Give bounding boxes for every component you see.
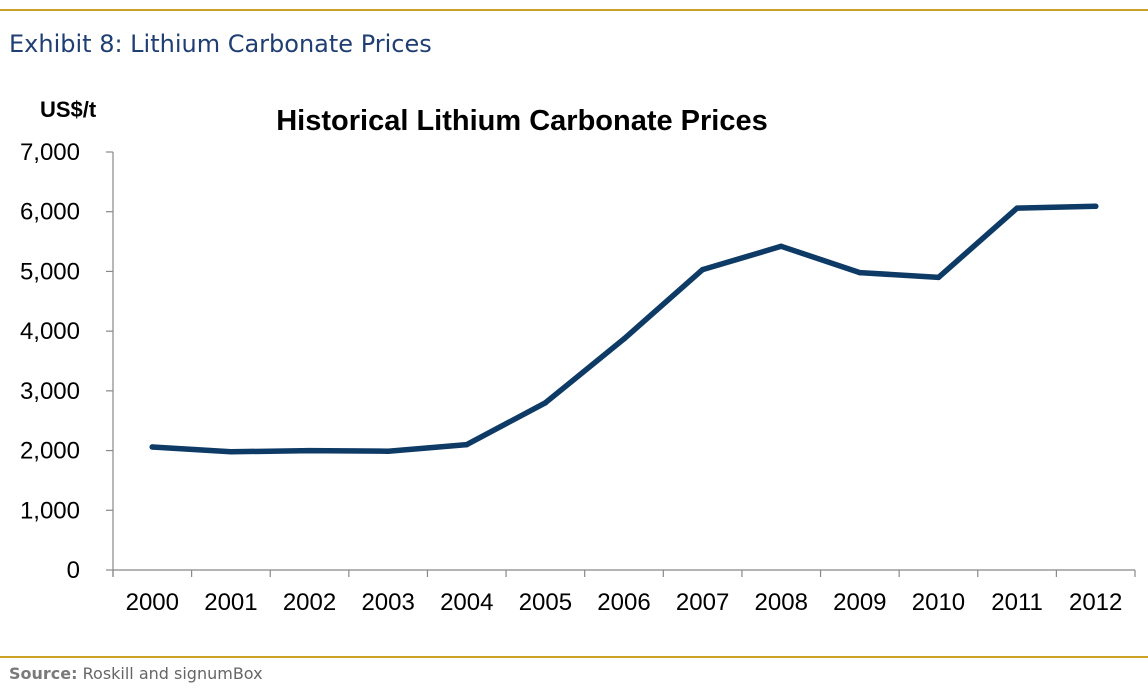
source-text: Roskill and signumBox	[82, 664, 263, 683]
data-point	[385, 448, 391, 454]
data-point	[149, 444, 156, 450]
data-point	[857, 269, 863, 276]
x-tick-label: 2008	[755, 589, 808, 616]
series-line	[149, 203, 1099, 455]
axes	[106, 151, 1136, 577]
x-tick-label: 2001	[204, 589, 257, 616]
x-tick-label: 2005	[519, 589, 572, 616]
y-axis-tick-labels: 0 1,000 2,000 3,000 4,000 5,000 6,000 7,000	[20, 139, 80, 584]
data-point	[935, 274, 942, 281]
y-tick-label: 1,000	[20, 497, 80, 524]
source-label: Source:	[9, 664, 78, 683]
data-point	[464, 441, 470, 448]
data-point	[306, 447, 313, 454]
x-tick-label: 2007	[676, 589, 729, 616]
source-note: Source: Roskill and signumBox	[9, 664, 263, 683]
data-point	[699, 266, 706, 273]
x-tick-label: 2004	[440, 589, 493, 616]
y-tick-label: 6,000	[20, 199, 80, 226]
data-point	[542, 400, 549, 406]
data-point	[778, 243, 784, 250]
y-tick-label: 2,000	[20, 438, 80, 465]
bottom-rule	[0, 656, 1148, 658]
x-tick-label: 2011	[991, 589, 1043, 616]
data-point	[1092, 203, 1099, 210]
data-point	[621, 336, 627, 342]
x-tick-label: 2000	[126, 589, 179, 616]
y-tick-label: 3,000	[20, 378, 80, 405]
y-axis-unit-label: US$/t	[40, 97, 97, 122]
exhibit-title: Exhibit 8: Lithium Carbonate Prices	[9, 30, 432, 58]
x-tick-label: 2009	[833, 589, 886, 616]
y-tick-label: 5,000	[20, 258, 80, 285]
y-tick-label: 4,000	[20, 318, 80, 345]
data-point	[1014, 205, 1020, 211]
top-rule	[0, 9, 1148, 11]
x-tick-label: 2010	[912, 589, 965, 616]
x-tick-label: 2002	[283, 589, 336, 616]
x-tick-label: 2012	[1069, 589, 1122, 616]
y-tick-label: 0	[67, 557, 80, 584]
series-layer	[149, 203, 1099, 455]
data-point	[228, 449, 234, 455]
x-tick-label: 2006	[597, 589, 650, 616]
x-tick-label: 2003	[361, 589, 414, 616]
y-tick-label: 7,000	[20, 139, 80, 166]
x-axis-tick-labels: 2000 2001 2002 2003 2004 2005 2006 2007 2008 2009…	[126, 589, 1123, 616]
chart-title: Historical Lithium Carbonate Prices	[276, 105, 768, 137]
